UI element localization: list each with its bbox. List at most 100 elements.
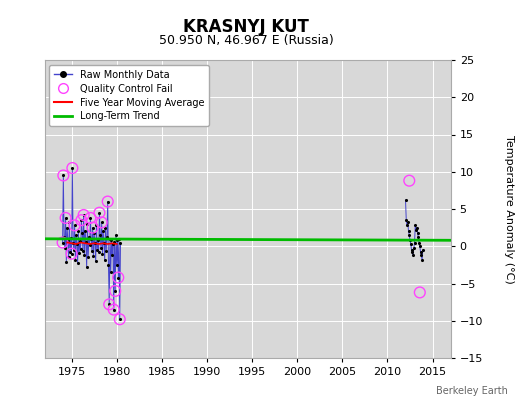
Point [417,249,425,256]
Point [408,249,417,256]
Point [100,239,108,246]
Point [74,228,83,234]
Point [403,222,411,228]
Point [60,234,68,240]
Point [90,230,99,236]
Point [405,178,413,184]
Point [70,247,78,253]
Point [105,301,113,308]
Point [101,224,110,231]
Point [416,243,424,250]
Point [107,237,116,244]
Point [83,221,92,227]
Point [73,241,81,247]
Point [86,215,95,221]
Text: 50.950 N, 46.967 E (Russia): 50.950 N, 46.967 E (Russia) [159,34,334,47]
Point [59,172,68,179]
Point [80,252,89,258]
Y-axis label: Temperature Anomaly (°C): Temperature Anomaly (°C) [504,135,514,283]
Point [412,227,420,233]
Point [80,212,88,218]
Point [89,224,97,231]
Point [407,241,415,247]
Point [92,222,101,228]
Point [405,228,413,234]
Point [85,242,94,248]
Point [61,245,69,252]
Point [82,264,91,270]
Point [417,252,425,258]
Point [68,165,77,171]
Point [96,232,104,238]
Point [409,252,417,258]
Point [69,239,78,246]
Point [101,256,109,263]
Point [95,210,104,216]
Point [77,246,85,252]
Point [91,240,99,246]
Point [111,288,119,294]
Point [85,233,93,240]
Point [97,219,106,226]
Point [114,274,123,281]
Point [108,252,116,258]
Point [104,262,113,268]
Point [71,256,80,263]
Point [403,219,412,226]
Point [93,247,101,253]
Point [94,236,102,243]
Point [78,230,86,236]
Legend: Raw Monthly Data, Quality Control Fail, Five Year Moving Average, Long-Term Tren: Raw Monthly Data, Quality Control Fail, … [49,65,209,126]
Point [116,316,124,322]
Point [70,222,79,228]
Point [94,249,103,256]
Point [401,197,410,203]
Point [111,288,119,294]
Point [405,232,413,238]
Point [106,236,114,242]
Point [72,232,80,238]
Point [406,237,414,244]
Point [410,245,418,252]
Point [84,254,92,261]
Point [63,224,71,231]
Point [64,254,73,261]
Point [416,289,424,296]
Point [63,237,72,244]
Point [82,238,90,245]
Point [89,224,97,231]
Point [87,236,95,242]
Point [77,217,85,223]
Point [80,212,88,218]
Point [58,239,67,246]
Point [115,236,123,242]
Point [62,259,71,265]
Point [92,258,100,264]
Point [102,248,111,254]
Point [95,210,104,216]
Point [410,239,419,246]
Point [114,274,123,281]
Point [65,219,73,226]
Point [59,172,68,179]
Point [106,269,115,276]
Point [66,249,74,256]
Point [88,248,96,255]
Point [411,222,420,228]
Point [105,301,113,308]
Point [73,260,82,266]
Point [414,234,422,240]
Text: KRASNYJ KUT: KRASNYJ KUT [183,18,309,36]
Point [68,250,76,257]
Point [418,256,426,263]
Point [99,228,107,234]
Point [61,215,70,221]
Point [113,262,121,268]
Point [112,232,120,238]
Point [81,228,90,234]
Point [70,222,79,228]
Point [77,217,85,223]
Point [97,219,106,226]
Point [113,237,122,244]
Point [415,239,423,246]
